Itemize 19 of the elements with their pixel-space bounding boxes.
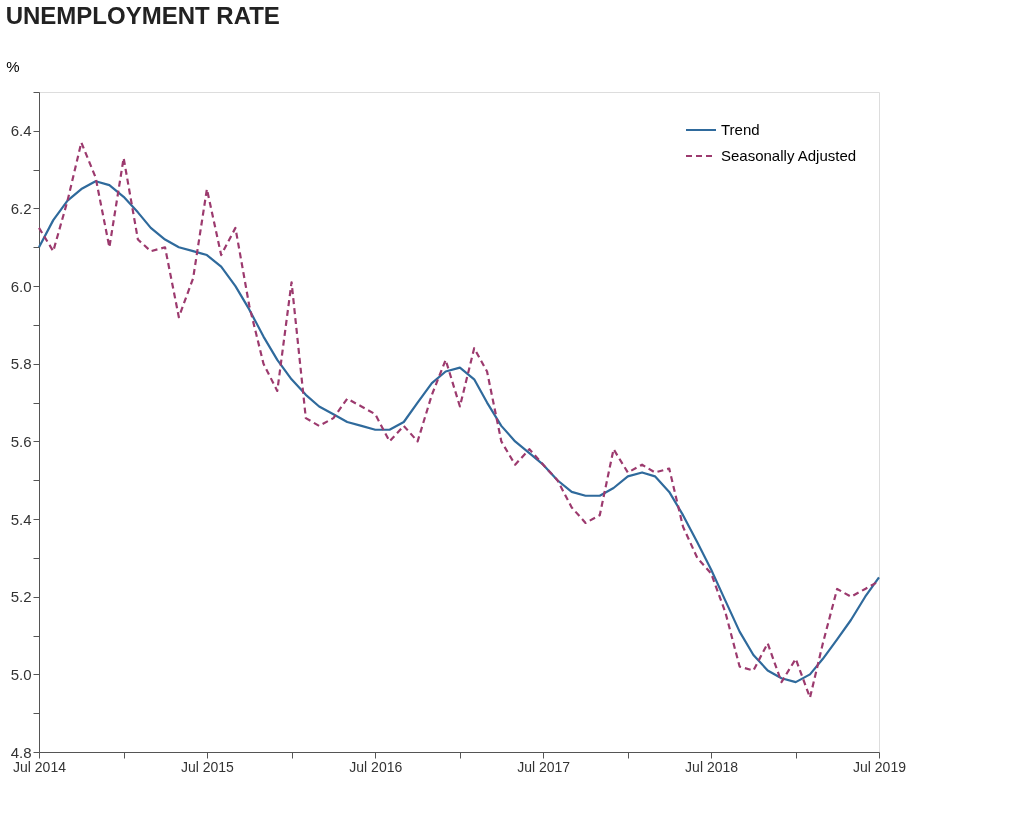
y-tick-label: 6.2: [10, 199, 32, 217]
x-tick-label: Jul 2015: [180, 758, 235, 775]
legend-label: Trend: [721, 121, 760, 138]
x-tick-label: Jul 2014: [13, 758, 67, 775]
y-tick-label: 6.4: [10, 122, 32, 140]
y-tick-label: 5.2: [10, 588, 32, 606]
x-tick-label: Jul 2019: [853, 758, 907, 775]
y-tick-label: 4.8: [10, 743, 32, 761]
y-tick-label: 5.8: [10, 355, 32, 373]
y-tick-label: 5.6: [10, 432, 32, 450]
x-tick-label: Jul 2017: [517, 758, 571, 775]
x-tick-label: Jul 2016: [349, 758, 403, 775]
chart-title: UNEMPLOYMENT RATE: [5, 2, 280, 29]
y-tick-label: 5.0: [10, 665, 32, 683]
legend-label: Seasonally Adjusted: [721, 147, 857, 164]
y-tick-label: 6.0: [10, 277, 32, 295]
y-tick-label: 5.4: [10, 510, 32, 528]
x-tick-label: Jul 2018: [685, 758, 739, 775]
y-axis-title: %: [6, 57, 20, 75]
